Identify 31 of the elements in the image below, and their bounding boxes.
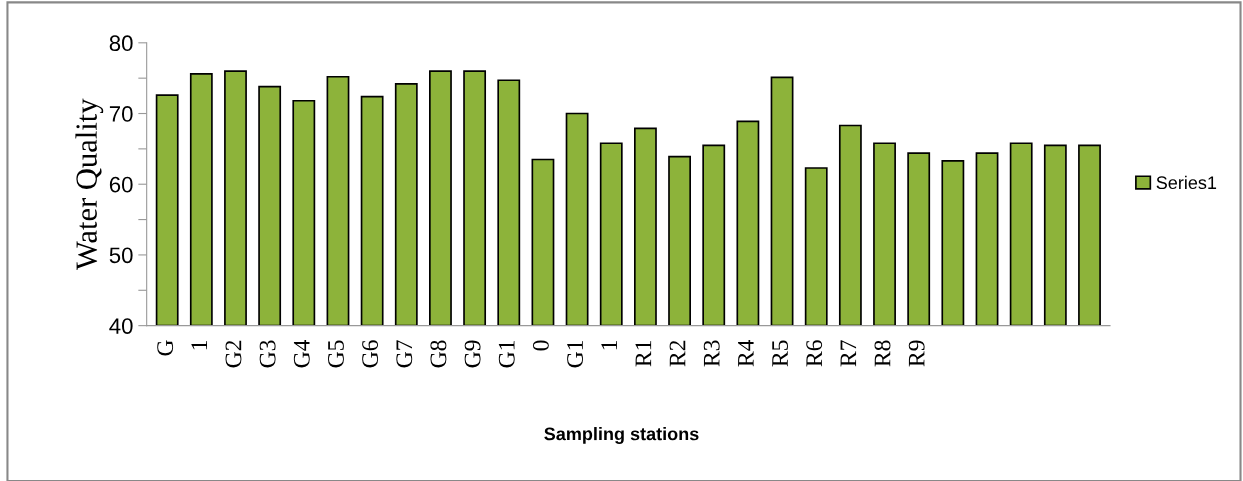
x-tick-label: G — [157, 340, 174, 356]
x-tick-label: G8 — [430, 340, 447, 368]
x-tick-label: R4 — [738, 339, 754, 367]
x-axis-title: Sampling stations — [544, 427, 699, 444]
x-tick-label: G5 — [328, 340, 344, 368]
y-tick-label: 60 — [109, 176, 133, 193]
x-tick-label: G1 — [567, 340, 584, 368]
x-tick-label: G3 — [259, 340, 276, 368]
legend-label: Series1 — [1156, 175, 1217, 190]
x-tick-label: 0 — [532, 340, 549, 351]
x-tick-label: R7 — [840, 340, 857, 367]
x-tick-label: R8 — [874, 340, 891, 367]
y-axis-title: Water Quality — [75, 98, 104, 270]
x-tick-label: G4 — [293, 339, 310, 368]
x-tick-label: 1 — [601, 340, 617, 350]
x-tick-label: G2 — [225, 340, 242, 368]
y-tick-label: 80 — [109, 35, 133, 52]
x-tick-label: R5 — [772, 340, 788, 367]
x-tick-label: G6 — [362, 340, 379, 368]
x-tick-label: G1 — [498, 340, 515, 368]
x-tick-label: 1 — [191, 340, 208, 350]
x-tick-label: R1 — [635, 340, 652, 367]
y-tick-label: 70 — [109, 106, 133, 122]
x-tick-label: R3 — [703, 340, 720, 367]
y-tick-label: 50 — [109, 247, 133, 264]
y-tick-label: 40 — [109, 318, 133, 334]
x-tick-label: G7 — [396, 340, 413, 368]
x-tick-label: G9 — [464, 340, 481, 368]
x-tick-label: R9 — [908, 340, 925, 367]
x-tick-label: R6 — [806, 340, 823, 367]
x-tick-label: R2 — [669, 340, 686, 367]
